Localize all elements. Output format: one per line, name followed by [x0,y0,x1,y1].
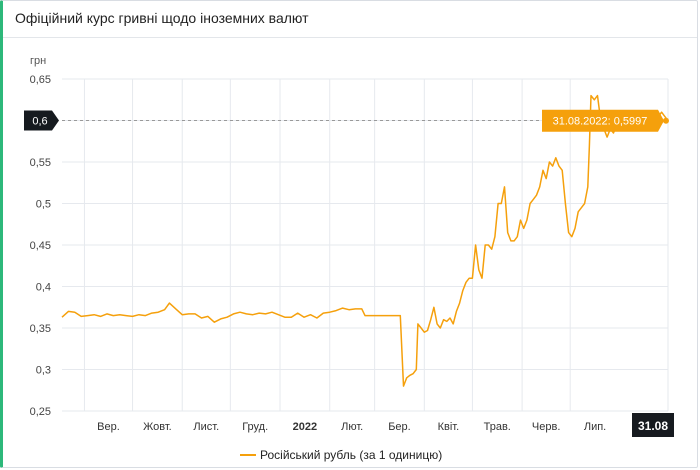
x-tick-label: Груд. [242,421,268,433]
overlays: 31.08.2022: 0,5997 [542,109,669,132]
x-tick-label: Черв. [532,421,560,433]
x-tick-label: Лют. [341,421,363,433]
tooltip-box [542,109,664,132]
y-tick-label: 0,25 [30,406,51,418]
x-tick-label: Квіт. [438,421,460,433]
y-tick-label: 0,5 [36,199,51,211]
x-tick-label: Бер. [388,421,411,433]
last-point-marker[interactable] [663,117,669,124]
legend-label: Російський рубль (за 1 одиницю) [260,448,442,462]
x-end-label-text: 31.08 [638,419,668,433]
series-layer [61,94,669,387]
x-tick-label: Жовт. [143,421,172,433]
x-tick-label: 2022 [293,421,317,433]
y-axis-label: грн [30,55,46,67]
tooltip-text: 31.08.2022: 0,5997 [553,116,648,128]
y-tick-highlight-box [24,110,59,131]
value-tooltip: 31.08.2022: 0,5997 [542,109,664,132]
x-tick-label: Лист. [193,421,219,433]
x-tick-label: Трав. [484,421,511,433]
legend[interactable]: Російський рубль (за 1 одиницю) [240,448,442,462]
x-end-label: 31.08 [632,413,674,437]
y-tick-label: 0,45 [30,240,51,252]
x-tick-label: Вер. [97,421,120,433]
legend-item[interactable]: Російський рубль (за 1 одиницю) [240,448,442,462]
x-end-label-box [632,413,674,437]
x-tick-label: Лип. [584,421,606,433]
card-header: Офіційний курс гривні щодо іноземних вал… [3,1,697,38]
y-tick-label: 0,4 [36,282,51,294]
y-tick-label: 0,6 [32,116,47,128]
y-tick-label: 0,35 [30,323,51,335]
y-tick-label: 0,3 [36,365,51,377]
y-axis: 0,25 0,3 0,35 0,4 0,45 0,5 0,55 0,6 0,65 [24,74,59,418]
series-line [61,94,669,387]
y-tick-label: 0,55 [30,157,51,169]
x-axis: Вер. Жовт. Лист. Груд. 2022 Лют. Бер. Квіт. Трав… [97,413,674,437]
y-tick-highlight: 0,6 [24,110,59,131]
y-tick-label: 0,65 [30,74,51,86]
page-title: Офіційний курс гривні щодо іноземних вал… [15,10,309,26]
